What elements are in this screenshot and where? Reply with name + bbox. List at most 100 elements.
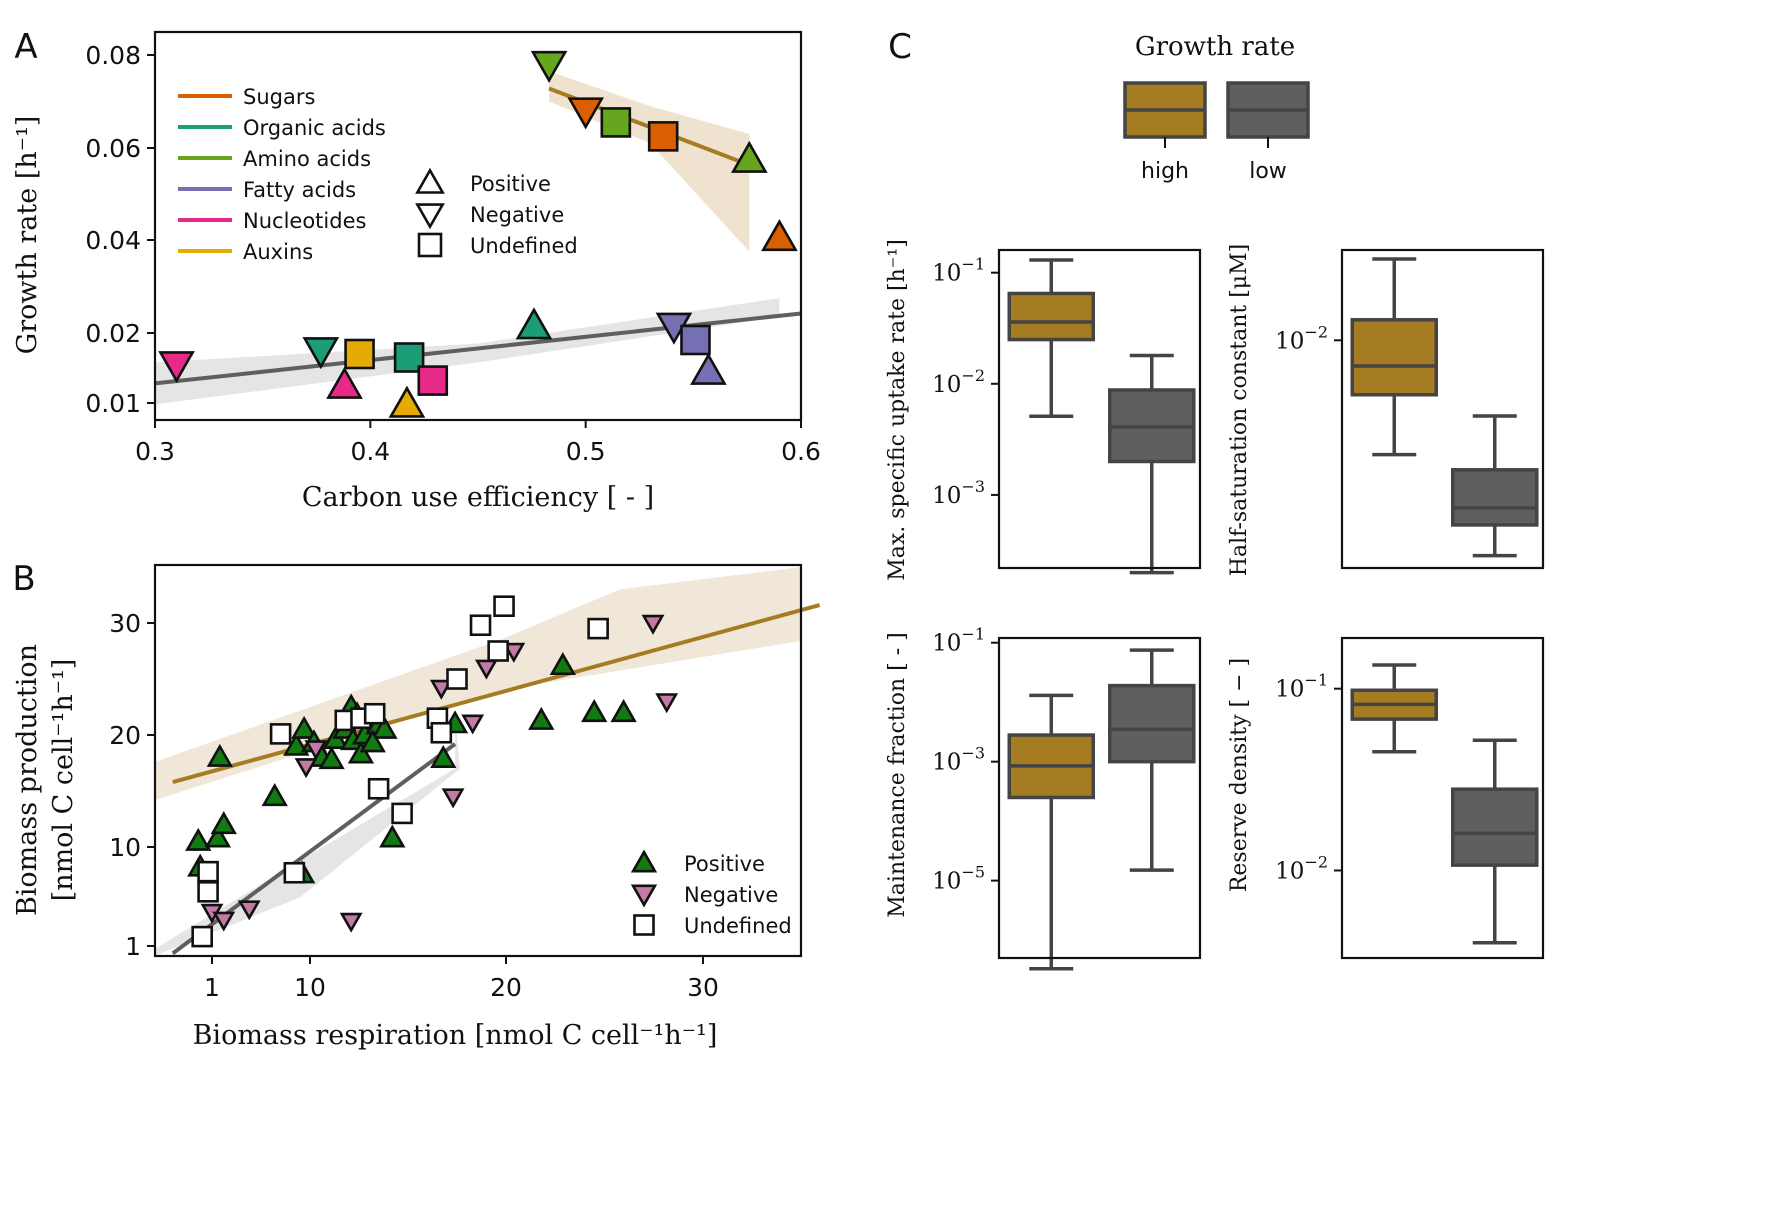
- point-b-positive: [318, 746, 345, 770]
- legend-label-c-high: high: [1141, 159, 1189, 184]
- y-axis-label-b-units: [nmol C cell⁻¹h⁻¹]: [48, 659, 79, 902]
- axes: [147, 30, 1545, 964]
- ytick-label-a: 0.08: [85, 41, 141, 70]
- boxplot-c-2-high: [1007, 693, 1096, 971]
- point-b-negative: [441, 788, 465, 809]
- point-b-undefined: [363, 702, 386, 725]
- ytick-exponent-c: −2: [1304, 322, 1328, 341]
- point-b-positive: [610, 699, 637, 723]
- box: [1007, 291, 1096, 342]
- boxplot-c-0-high: [1007, 258, 1096, 419]
- legend-marker-b-square: [633, 914, 655, 936]
- point-b-positive: [206, 743, 234, 767]
- axes-frame-c-3: [1340, 636, 1545, 960]
- xtick-label-b: 30: [687, 973, 719, 1002]
- point-b-negative: [294, 758, 318, 779]
- ytick-label-b: 20: [109, 721, 141, 750]
- axes-frame-c-2: [997, 636, 1202, 960]
- point-b-positive: [210, 811, 237, 835]
- point-a-sugars: [567, 97, 605, 130]
- axes-frame-b: [153, 563, 803, 958]
- point-b-positive: [347, 740, 375, 764]
- text-labels: 0.3 0.4 0.5 0.6 0.01 0.02 0.04 0.06 0.08 Carbon u…: [12, 27, 1328, 1051]
- box: [1350, 318, 1439, 397]
- point-b-positive: [549, 652, 577, 676]
- point-b-negative: [502, 642, 526, 663]
- ytick-label-c: 10−2: [932, 366, 985, 398]
- ytick-label-c: 10−2: [1275, 852, 1328, 884]
- point-b-positive: [581, 699, 608, 723]
- point-b-negative: [304, 740, 328, 761]
- point-a-fatty_acids: [680, 324, 711, 356]
- boxplot-c-2-low: [1108, 648, 1196, 872]
- point-b-undefined: [367, 777, 390, 800]
- panel-label-c: C: [888, 27, 912, 67]
- legend-marker-label-a: Positive: [470, 172, 551, 196]
- band-b-low: [155, 717, 460, 956]
- ytick-label-b: 10: [109, 833, 141, 862]
- box: [1108, 683, 1196, 764]
- y-axis-label-c-1: Half-saturation constant [μM]: [1227, 244, 1252, 576]
- xtick-label-a: 0.6: [781, 437, 821, 466]
- legend-marker-label-a: Negative: [470, 203, 564, 227]
- y-axis-label-c-3: Reserve density [ − ]: [1227, 658, 1252, 892]
- point-a-nucleotides: [326, 366, 363, 399]
- ytick-exponent-c: −3: [961, 744, 985, 763]
- y-axis-label-c-0: Max. specific uptake rate [h⁻¹]: [885, 239, 910, 581]
- point-a-amino_acids: [730, 140, 768, 173]
- panel-label-a: A: [14, 27, 37, 67]
- ytick-label-b: 1: [125, 932, 141, 961]
- ytick-label-a: 0.01: [85, 389, 141, 418]
- axes-frame-a: [153, 30, 803, 422]
- point-b-undefined: [283, 861, 306, 884]
- band-a-high: [549, 71, 750, 252]
- legend-label-a: Organic acids: [243, 116, 386, 140]
- y-axis-label-a: Growth rate [h⁻¹]: [12, 116, 43, 355]
- panel-label-b: B: [12, 559, 35, 599]
- point-b-negative: [655, 693, 679, 714]
- point-b-undefined: [493, 595, 515, 618]
- legend-marker-b-up: [630, 849, 658, 873]
- point-b-undefined: [191, 925, 213, 948]
- point-b-undefined: [197, 880, 219, 903]
- point-b-positive: [371, 715, 398, 739]
- point-a-amino_acids: [600, 107, 632, 138]
- data-marks: [158, 50, 1539, 971]
- point-a-amino_acids: [530, 50, 568, 84]
- legend-marker-a-down: [415, 203, 445, 230]
- point-a-auxins: [388, 385, 426, 418]
- legend-marker-label-b: Undefined: [684, 914, 792, 938]
- point-b-positive: [430, 744, 457, 769]
- point-b-undefined: [487, 640, 509, 662]
- ytick-exponent-c: −2: [961, 366, 985, 385]
- point-a-sugars: [761, 218, 798, 252]
- point-b-negative: [461, 714, 485, 735]
- legend-title-c: Growth rate: [1135, 32, 1295, 62]
- ytick-label-c: 10−2: [1275, 322, 1328, 354]
- xtick-label-b: 1: [204, 973, 220, 1002]
- legend-marker-b-down: [630, 884, 658, 908]
- point-b-positive: [204, 824, 232, 848]
- point-b-undefined: [430, 721, 453, 744]
- ytick-exponent-c: −5: [961, 863, 985, 882]
- point-a-organic_acids: [302, 337, 340, 370]
- boxplot-c-1-low: [1451, 414, 1539, 558]
- box: [1451, 468, 1539, 527]
- point-b-positive: [379, 824, 406, 848]
- point-b-negative: [474, 659, 498, 680]
- ytick-label-c: 10−3: [932, 477, 985, 509]
- point-b-negative: [429, 679, 453, 700]
- xtick-label-b: 20: [490, 973, 522, 1002]
- point-a-organic_acids: [515, 307, 553, 340]
- legend-label-a: Fatty acids: [243, 178, 356, 202]
- ytick-label-a: 0.04: [85, 226, 141, 255]
- ytick-exponent-c: −1: [961, 625, 985, 644]
- point-b-positive: [528, 706, 555, 730]
- ytick-exponent-c: −2: [1304, 852, 1328, 871]
- x-axis-label-b: Biomass respiration [nmol C cell⁻¹h⁻¹]: [193, 1020, 718, 1051]
- boxplot-c-0-low: [1108, 353, 1196, 575]
- ytick-label-a: 0.06: [85, 134, 141, 163]
- boxplot-c-1-high: [1350, 257, 1439, 457]
- axes-frame-c-0: [997, 248, 1202, 570]
